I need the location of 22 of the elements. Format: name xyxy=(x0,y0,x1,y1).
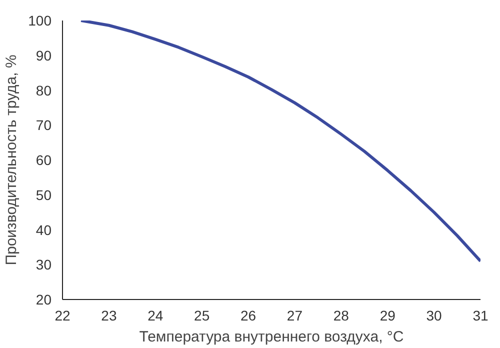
x-tick-label: 22 xyxy=(54,308,70,324)
x-axis-title: Температура внутреннего воздуха, °C xyxy=(139,328,404,346)
x-tick-label: 29 xyxy=(380,308,396,324)
y-tick-label: 70 xyxy=(36,117,52,134)
y-tick-label: 90 xyxy=(36,47,52,64)
y-tick-label: 30 xyxy=(36,256,52,273)
y-tick-label: 20 xyxy=(36,292,52,308)
x-tick-label: 24 xyxy=(148,308,164,324)
y-tick-label: 80 xyxy=(36,82,52,98)
y-tick-label: 50 xyxy=(36,186,52,203)
x-tick-label: 23 xyxy=(101,308,117,324)
line-series xyxy=(80,20,480,263)
y-tick-label: 100 xyxy=(28,12,52,28)
x-tick-label: 28 xyxy=(333,308,350,324)
y-tick-label: 60 xyxy=(36,152,52,168)
x-tick-label: 27 xyxy=(286,308,303,324)
x-tick-label: 31 xyxy=(472,308,488,324)
y-axis-title: Производительность труда, % xyxy=(3,54,20,266)
x-tick-label: 26 xyxy=(240,308,256,324)
x-tick-label: 30 xyxy=(426,308,442,324)
y-tick-label: 40 xyxy=(36,222,52,238)
x-tick-label: 25 xyxy=(194,308,210,324)
